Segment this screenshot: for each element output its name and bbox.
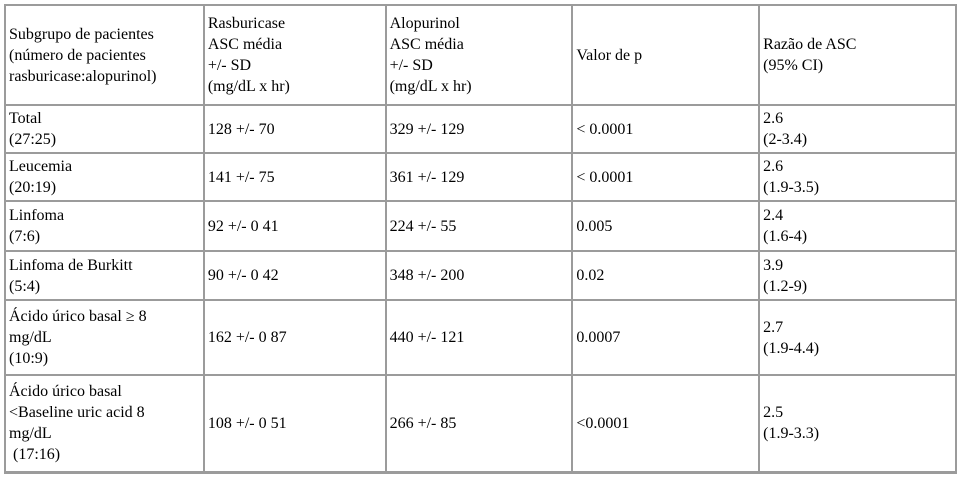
cell-rasburicase-asc: 92 +/- 0 41 [202, 200, 387, 252]
cell-asc-ratio: 2.6 (2-3.4) [758, 104, 957, 154]
cell-p-value: < 0.0001 [571, 104, 761, 154]
cell-p-value: 0.0007 [571, 299, 761, 376]
header-p-value: Valor de p [571, 4, 761, 106]
cell-rasburicase-asc: 90 +/- 0 42 [202, 250, 387, 301]
cell-p-value: <0.0001 [571, 374, 761, 473]
header-rasburicase-asc: Rasburicase ASC média +/- SD (mg/dL x hr… [202, 4, 387, 106]
auc-comparison-table: Subgrupo de pacientes (número de pacient… [4, 4, 957, 474]
cell-subgroup: Total (27:25) [4, 104, 205, 154]
cell-p-value: 0.005 [571, 200, 761, 252]
table-row-leucemia: Leucemia (20:19) 141 +/- 75 361 +/- 129 … [4, 152, 957, 202]
cell-rasburicase-asc: 128 +/- 70 [202, 104, 387, 154]
cell-subgroup: Ácido úrico basal ≥ 8 mg/dL (10:9) [4, 299, 205, 376]
cell-subgroup: Linfoma (7:6) [4, 200, 205, 252]
header-alopurinol-asc: Alopurinol ASC média +/- SD (mg/dL x hr) [384, 4, 574, 106]
cell-alopurinol-asc: 224 +/- 55 [384, 200, 574, 252]
table-row-linfoma-burkitt: Linfoma de Burkitt (5:4) 90 +/- 0 42 348… [4, 250, 957, 301]
header-subgroup: Subgrupo de pacientes (número de pacient… [4, 4, 205, 106]
table-row-acido-urico-alto: Ácido úrico basal ≥ 8 mg/dL (10:9) 162 +… [4, 299, 957, 376]
cell-asc-ratio: 2.5 (1.9-3.3) [758, 374, 957, 473]
cell-asc-ratio: 3.9 (1.2-9) [758, 250, 957, 301]
cell-rasburicase-asc: 108 +/- 0 51 [202, 374, 387, 473]
cell-p-value: < 0.0001 [571, 152, 761, 202]
cell-rasburicase-asc: 141 +/- 75 [202, 152, 387, 202]
cell-p-value: 0.02 [571, 250, 761, 301]
cell-alopurinol-asc: 440 +/- 121 [384, 299, 574, 376]
cell-alopurinol-asc: 361 +/- 129 [384, 152, 574, 202]
cell-alopurinol-asc: 329 +/- 129 [384, 104, 574, 154]
cell-asc-ratio: 2.6 (1.9-3.5) [758, 152, 957, 202]
cell-subgroup: Linfoma de Burkitt (5:4) [4, 250, 205, 301]
cell-asc-ratio: 2.7 (1.9-4.4) [758, 299, 957, 376]
cell-rasburicase-asc: 162 +/- 0 87 [202, 299, 387, 376]
cell-asc-ratio: 2.4 (1.6-4) [758, 200, 957, 252]
table-row-linfoma: Linfoma (7:6) 92 +/- 0 41 224 +/- 55 0.0… [4, 200, 957, 252]
cell-alopurinol-asc: 266 +/- 85 [384, 374, 574, 473]
cell-subgroup: Leucemia (20:19) [4, 152, 205, 202]
table-row-acido-urico-baixo: Ácido úrico basal <Baseline uric acid 8 … [4, 374, 957, 473]
cell-subgroup: Ácido úrico basal <Baseline uric acid 8 … [4, 374, 205, 473]
header-asc-ratio: Razão de ASC (95% CI) [758, 4, 957, 106]
table-row-total: Total (27:25) 128 +/- 70 329 +/- 129 < 0… [4, 104, 957, 154]
cell-alopurinol-asc: 348 +/- 200 [384, 250, 574, 301]
table-header-row: Subgrupo de pacientes (número de pacient… [4, 4, 957, 106]
